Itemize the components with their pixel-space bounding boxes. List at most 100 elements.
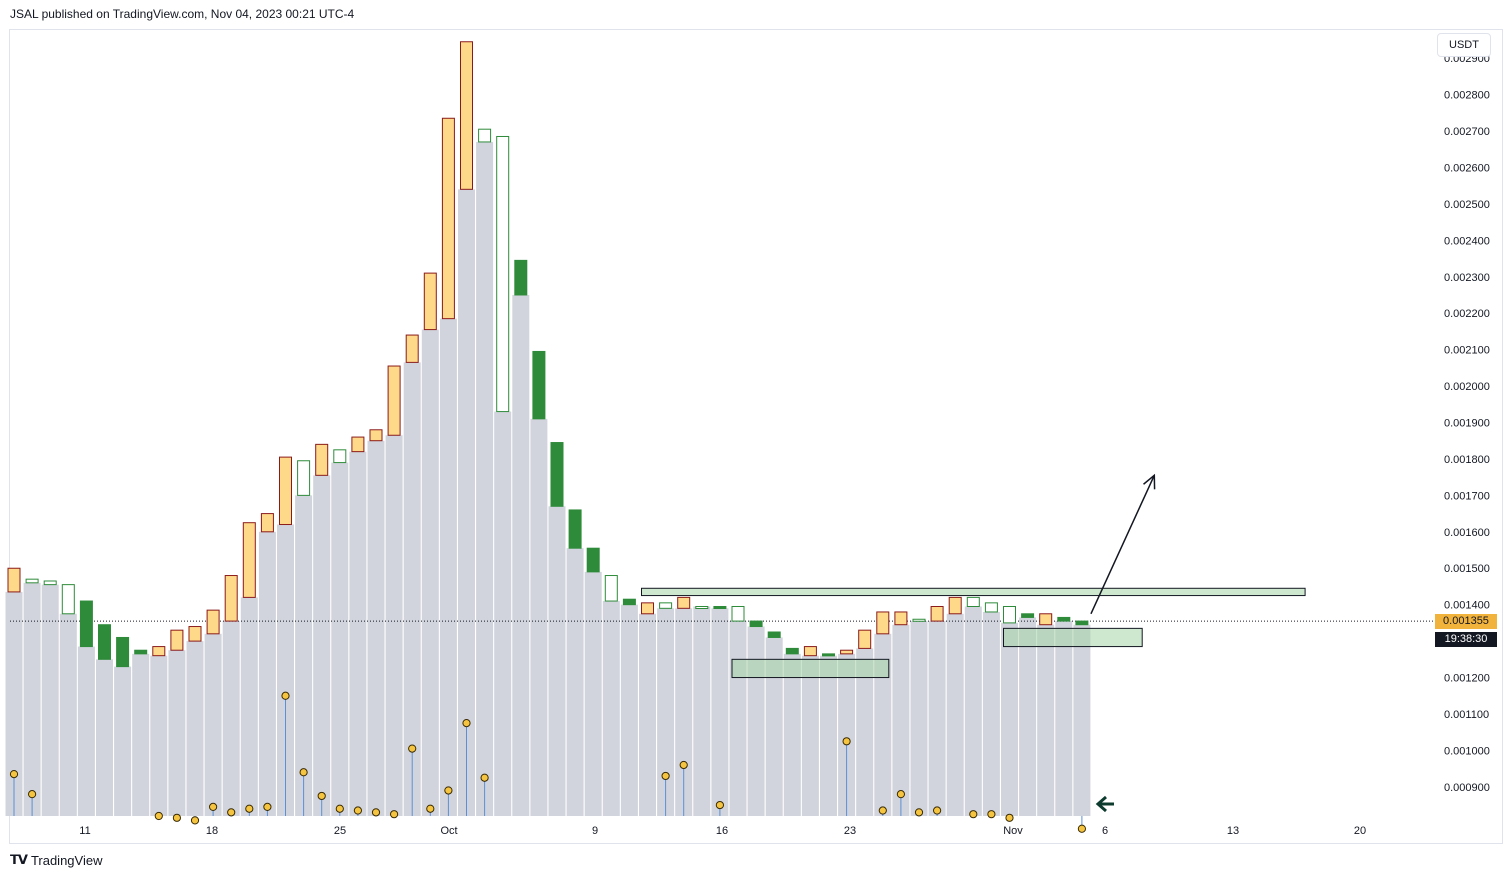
volume-bar: [494, 411, 512, 816]
candle: [369, 429, 383, 442]
indicator-dot: [408, 744, 417, 753]
candle: [803, 646, 817, 657]
candle: [25, 578, 39, 584]
volume-bar: [693, 606, 711, 816]
x-tick-label: 18: [206, 825, 218, 837]
candle: [478, 128, 492, 143]
x-tick-label: 13: [1227, 825, 1239, 837]
volume-bar: [150, 655, 168, 816]
indicator-dot: [371, 808, 381, 817]
candle: [242, 522, 256, 598]
indicator-dot: [1005, 813, 1014, 822]
volume-bar: [711, 608, 729, 816]
candle: [152, 646, 166, 657]
candle: [984, 602, 998, 613]
indicator-dot: [426, 804, 435, 813]
x-tick-label: Oct: [440, 825, 457, 837]
indicator-dot: [842, 737, 851, 746]
candle: [767, 631, 781, 638]
candles-layer: [7, 41, 1089, 668]
candle: [423, 272, 437, 331]
indicator-dots-layer: [9, 691, 1087, 833]
footer-brand[interactable]: 𝗧𝗩 TradingView: [10, 852, 102, 868]
volume-bar: [765, 637, 783, 816]
candle: [61, 584, 75, 615]
candle: [514, 259, 528, 296]
volume-bar: [856, 648, 874, 816]
indicator-dot: [227, 808, 236, 817]
candle: [894, 611, 908, 626]
volume-bar: [23, 582, 41, 816]
back-arrow-icon[interactable]: [1095, 795, 1114, 813]
y-tick-label: 0.001100: [1444, 709, 1489, 721]
indicator-dot: [896, 790, 906, 799]
candle: [496, 135, 510, 413]
candle: [1039, 613, 1053, 626]
indicator-dot: [263, 802, 272, 811]
trend-arrow-head: [1143, 473, 1156, 490]
candle: [279, 456, 292, 526]
candle: [731, 605, 745, 622]
volume-bar: [548, 506, 566, 816]
indicator-dot: [335, 804, 344, 813]
volume-bar: [5, 591, 23, 816]
volume-bar: [41, 584, 59, 816]
indicator-dot: [390, 810, 399, 819]
x-tick-label: Nov: [1003, 825, 1023, 837]
volume-bar: [729, 621, 747, 816]
candle: [568, 509, 582, 549]
candle: [98, 624, 111, 660]
publisher-line: JSAL published on TradingView.com, Nov 0…: [10, 7, 355, 21]
volume-bar: [114, 666, 132, 816]
indicator-dot: [190, 816, 200, 825]
x-tick-label: 6: [1102, 825, 1108, 837]
x-tick-label: 11: [79, 825, 90, 837]
candle: [785, 647, 799, 655]
zones-layer: [641, 587, 1306, 679]
y-tick-label: 0.002700: [1444, 126, 1490, 138]
volume-bar: [59, 613, 77, 816]
indicator-dot: [281, 691, 290, 700]
trend-arrow-layer: [1090, 473, 1156, 615]
candle: [441, 117, 455, 320]
candle: [840, 649, 854, 655]
volume-bar: [910, 621, 928, 816]
indicator-dot: [715, 800, 725, 810]
chart-frame: [9, 29, 1503, 844]
volume-bar: [982, 611, 1000, 816]
candle: [333, 449, 347, 464]
volume-bar: [77, 646, 95, 816]
candle: [116, 636, 130, 668]
x-tick-label: 20: [1354, 825, 1366, 837]
indicator-dot: [299, 768, 308, 777]
volume-bar: [1073, 624, 1091, 816]
currency-selector[interactable]: USDT: [1437, 33, 1491, 57]
candle: [966, 596, 980, 607]
volume-bar: [222, 621, 240, 816]
indicator-dot: [27, 790, 37, 799]
volume-bar: [801, 655, 819, 816]
candle: [695, 605, 709, 609]
candle: [206, 609, 220, 635]
indicator-dot: [9, 769, 19, 779]
candle: [641, 602, 654, 615]
candle-countdown-label: 19:38:30: [1435, 632, 1497, 647]
x-tick-label: 23: [844, 825, 856, 837]
candle: [1003, 605, 1016, 624]
indicator-dot: [480, 773, 489, 782]
volume-bar: [874, 633, 892, 816]
volume-bar: [204, 633, 222, 816]
volume-bar: [838, 653, 856, 816]
candle: [351, 436, 365, 453]
candle: [550, 442, 564, 507]
candle: [460, 41, 473, 190]
current-price-label: 0.001355: [1435, 614, 1497, 629]
volume-bar: [96, 659, 113, 816]
candle: [1057, 616, 1071, 622]
indicator-dot: [444, 786, 453, 795]
y-tick-label: 0.001200: [1444, 673, 1490, 685]
volume-bar: [1037, 624, 1055, 816]
candle: [930, 605, 944, 622]
indicator-dot: [661, 771, 670, 781]
